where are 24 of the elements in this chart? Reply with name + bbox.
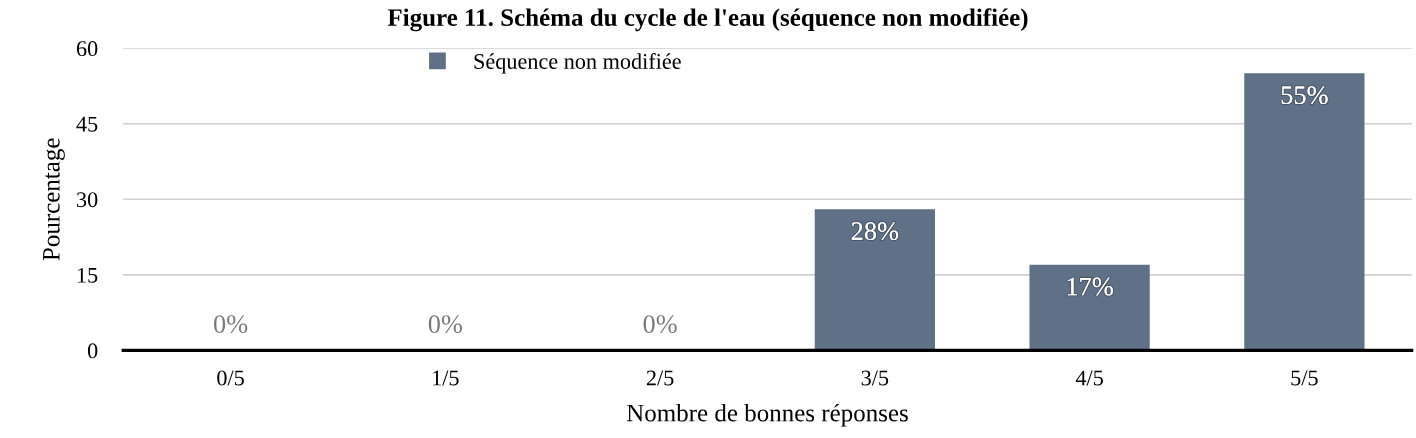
y-tick-label: 45 — [76, 116, 98, 132]
y-axis-title: Pourcentage — [43, 138, 65, 261]
x-tick-label: 2/5 — [646, 370, 674, 386]
y-tick-label: 30 — [77, 192, 98, 208]
bar — [814, 209, 935, 351]
legend-label: Séquence non modifiée — [474, 53, 681, 74]
x-tick-label: 5/5 — [1291, 370, 1318, 386]
y-tick-label: 0 — [87, 343, 98, 359]
bar — [1244, 73, 1365, 351]
data-label: 55% — [1281, 86, 1328, 105]
x-tick-label: 1/5 — [433, 370, 459, 386]
data-label: 0% — [428, 315, 463, 334]
data-label: 0% — [213, 315, 248, 334]
data-label: 0% — [643, 315, 677, 334]
x-tick-label: 4/5 — [1075, 370, 1103, 386]
data-label: 17% — [1067, 277, 1113, 296]
bar — [1029, 264, 1150, 351]
x-tick-label: 3/5 — [861, 370, 889, 386]
x-axis-title: Nombre de bonnes réponses — [626, 403, 908, 427]
x-tick-label: 0/5 — [217, 370, 244, 386]
y-tick-label: 15 — [77, 267, 98, 283]
y-tick-label: 60 — [76, 41, 98, 57]
data-label: 28% — [851, 222, 899, 241]
chart-title: Figure 11. Schéma du cycle de l'eau (séquence non modifiée) — [387, 8, 1028, 32]
